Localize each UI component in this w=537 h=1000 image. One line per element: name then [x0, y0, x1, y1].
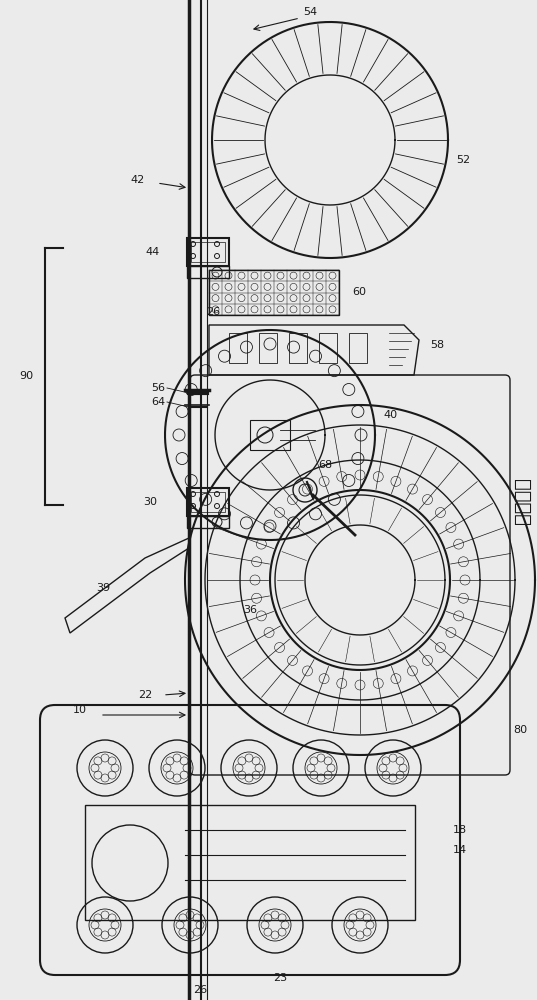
Text: 64: 64	[151, 397, 165, 407]
Text: 56: 56	[151, 383, 165, 393]
Text: 44: 44	[146, 247, 160, 257]
Bar	[187, 488, 229, 516]
Text: 22: 22	[138, 690, 152, 700]
Text: 68: 68	[318, 460, 332, 470]
Bar	[187, 266, 229, 278]
Bar	[259, 333, 277, 363]
Text: 36: 36	[243, 605, 257, 615]
Bar	[191, 242, 225, 262]
Text: 39: 39	[96, 583, 110, 593]
Text: 52: 52	[456, 155, 470, 165]
Bar	[289, 333, 307, 363]
Text: 18: 18	[453, 825, 467, 835]
Text: 26: 26	[193, 985, 207, 995]
Bar	[250, 420, 290, 450]
Bar	[209, 270, 339, 315]
Text: 14: 14	[453, 845, 467, 855]
Polygon shape	[65, 538, 189, 633]
Text: 54: 54	[303, 7, 317, 17]
Text: 30: 30	[143, 497, 157, 507]
Text: 80: 80	[513, 725, 527, 735]
Bar	[187, 238, 229, 266]
Bar	[229, 333, 247, 363]
Text: 10: 10	[73, 705, 87, 715]
Polygon shape	[209, 325, 419, 375]
Text: 60: 60	[352, 287, 366, 297]
Bar	[349, 333, 367, 363]
Text: 90: 90	[19, 371, 33, 381]
Text: 26: 26	[206, 307, 220, 317]
Bar	[191, 492, 225, 512]
Bar	[319, 333, 337, 363]
Text: 现有技术: 现有技术	[512, 477, 532, 524]
Text: 40: 40	[383, 410, 397, 420]
Text: 58: 58	[430, 340, 444, 350]
Text: 23: 23	[273, 973, 287, 983]
Bar	[187, 516, 229, 528]
Bar	[85, 805, 415, 920]
Text: 42: 42	[130, 175, 145, 185]
